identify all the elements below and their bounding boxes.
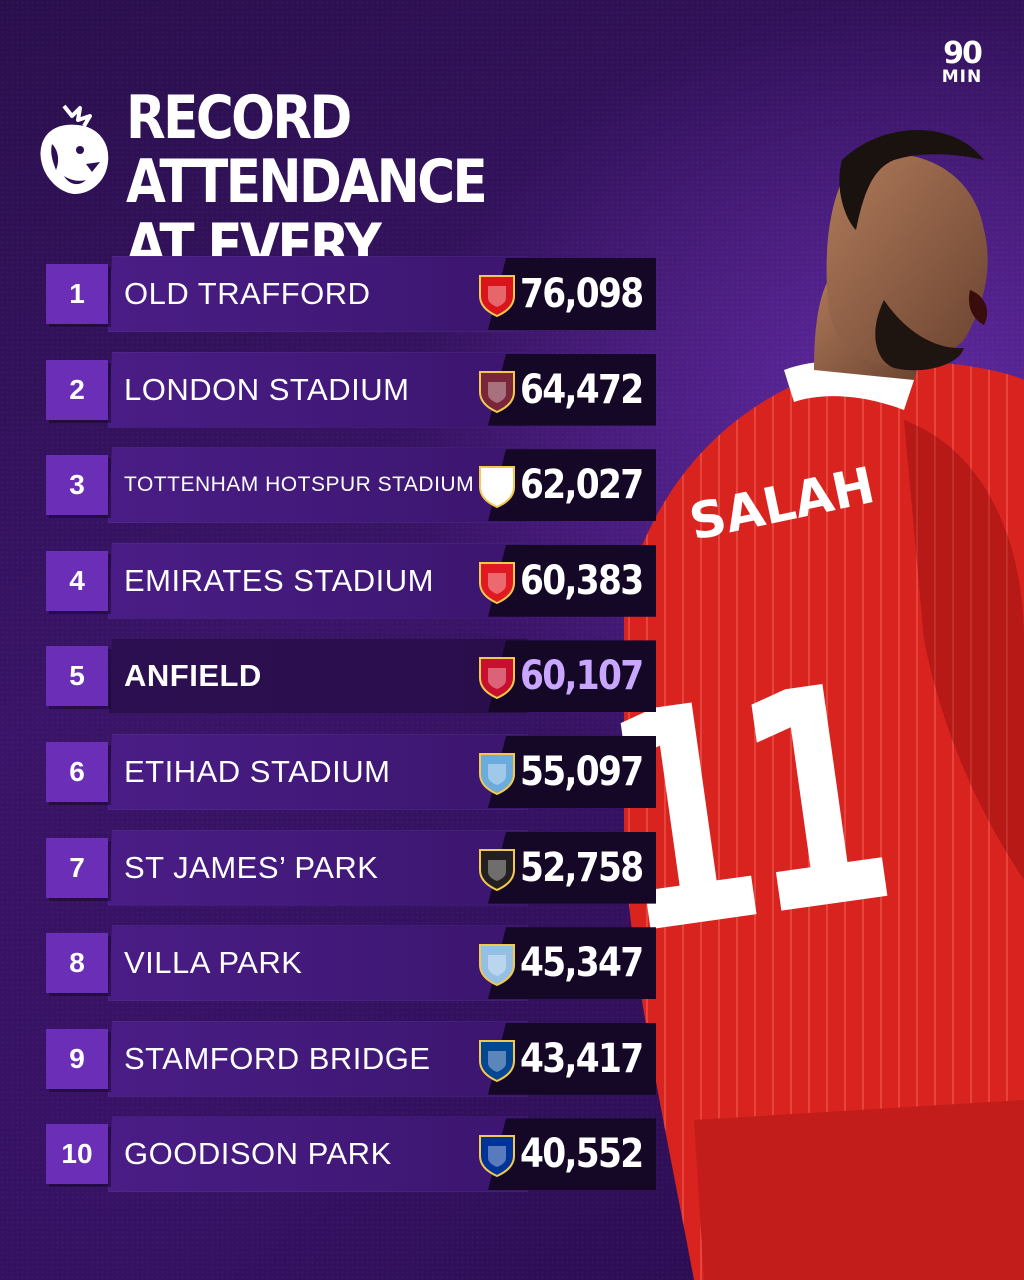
row-bar: [108, 447, 528, 524]
rank-badge: 1: [46, 264, 108, 324]
stadium-name: ANFIELD: [124, 658, 262, 694]
row-bar: [108, 638, 528, 715]
everton-crest: [479, 1135, 515, 1178]
player-image: SALAH 11: [588, 130, 1024, 1280]
attendance-value: 55,097: [520, 749, 644, 795]
value-box: [488, 258, 656, 330]
list-item: 7 ST JAMES’ PARK 52,758: [46, 829, 656, 906]
stadium-name: GOODISON PARK: [124, 1136, 392, 1172]
stadium-name: OLD TRAFFORD: [124, 276, 371, 311]
stadium-name: ETIHAD STADIUM: [124, 754, 391, 789]
attendance-value: 45,347: [520, 940, 644, 987]
man-city-crest: [479, 753, 515, 796]
row-bar: [108, 351, 528, 428]
brand-word: MIN: [941, 67, 983, 87]
stadium-name: LONDON STADIUM: [124, 371, 410, 407]
list-item: 1 OLD TRAFFORD 76,098: [46, 256, 656, 332]
man-utd-crest: [479, 275, 515, 318]
list-item: 4 EMIRATES STADIUM 60,383: [46, 542, 656, 619]
attendance-value: 64,472: [520, 366, 644, 413]
row-bar: [108, 1020, 528, 1097]
row-bar: [108, 542, 528, 619]
attendance-value: 52,758: [520, 844, 644, 891]
rank-badge: 9: [46, 1028, 108, 1089]
value-box: [488, 1118, 656, 1191]
rank-badge: 10: [46, 1124, 108, 1185]
attendance-value: 43,417: [520, 1035, 644, 1082]
row-bar: [108, 829, 528, 906]
stadium-name: EMIRATES STADIUM: [124, 562, 434, 598]
list-item: 3 TOTTENHAM HOTSPUR STADIUM 62,027: [46, 447, 656, 524]
west-ham-crest: [479, 370, 515, 413]
tottenham-crest: [479, 466, 515, 509]
row-bar: [108, 734, 528, 810]
title-line-1: RECORD ATTENDANCE: [126, 83, 488, 217]
liverpool-crest: [479, 657, 515, 700]
attendance-value: 62,027: [520, 462, 644, 509]
rank-badge: 5: [46, 646, 108, 707]
90min-logo: 90 MIN: [936, 36, 988, 87]
list-item: 8 VILLA PARK 45,347: [46, 925, 656, 1002]
rank-badge: 7: [46, 837, 108, 898]
row-bar: [108, 1116, 528, 1193]
rank-badge: 8: [46, 933, 108, 994]
value-box: [488, 449, 656, 522]
attendance-value: 60,383: [520, 557, 644, 604]
rank-badge: 4: [46, 550, 108, 611]
value-box: [488, 927, 656, 1000]
value-box: [488, 353, 656, 426]
newcastle-crest: [479, 848, 515, 891]
attendance-value: 60,107: [520, 653, 644, 700]
chelsea-crest: [479, 1039, 515, 1082]
stadium-name: VILLA PARK: [124, 945, 303, 981]
rank-badge: 6: [46, 742, 108, 802]
value-box: [488, 640, 656, 713]
list-item: 2 LONDON STADIUM 64,472: [46, 351, 656, 428]
stadium-name: TOTTENHAM HOTSPUR STADIUM: [124, 473, 475, 497]
attendance-value: 40,552: [520, 1131, 644, 1178]
stadium-name: ST JAMES’ PARK: [124, 849, 379, 885]
row-bar: [108, 925, 528, 1002]
list-item: 9 STAMFORD BRIDGE 43,417: [46, 1020, 656, 1097]
list-item: 6 ETIHAD STADIUM 55,097: [46, 734, 656, 810]
rank-badge: 3: [46, 455, 108, 516]
stadium-name: STAMFORD BRIDGE: [124, 1040, 431, 1076]
arsenal-crest: [479, 561, 515, 604]
value-box: [488, 736, 656, 808]
brand-number: 90: [943, 36, 983, 71]
list-item: 5 ANFIELD 60,107: [46, 638, 656, 715]
value-box: [488, 544, 656, 617]
premier-league-lion-logo: [40, 104, 109, 194]
attendance-value: 76,098: [520, 271, 644, 317]
list-item: 10 GOODISON PARK 40,552: [46, 1116, 656, 1193]
row-bar: [108, 256, 528, 332]
value-box: [488, 831, 656, 904]
aston-villa-crest: [479, 944, 515, 987]
value-box: [488, 1022, 656, 1095]
rank-badge: 2: [46, 359, 108, 420]
